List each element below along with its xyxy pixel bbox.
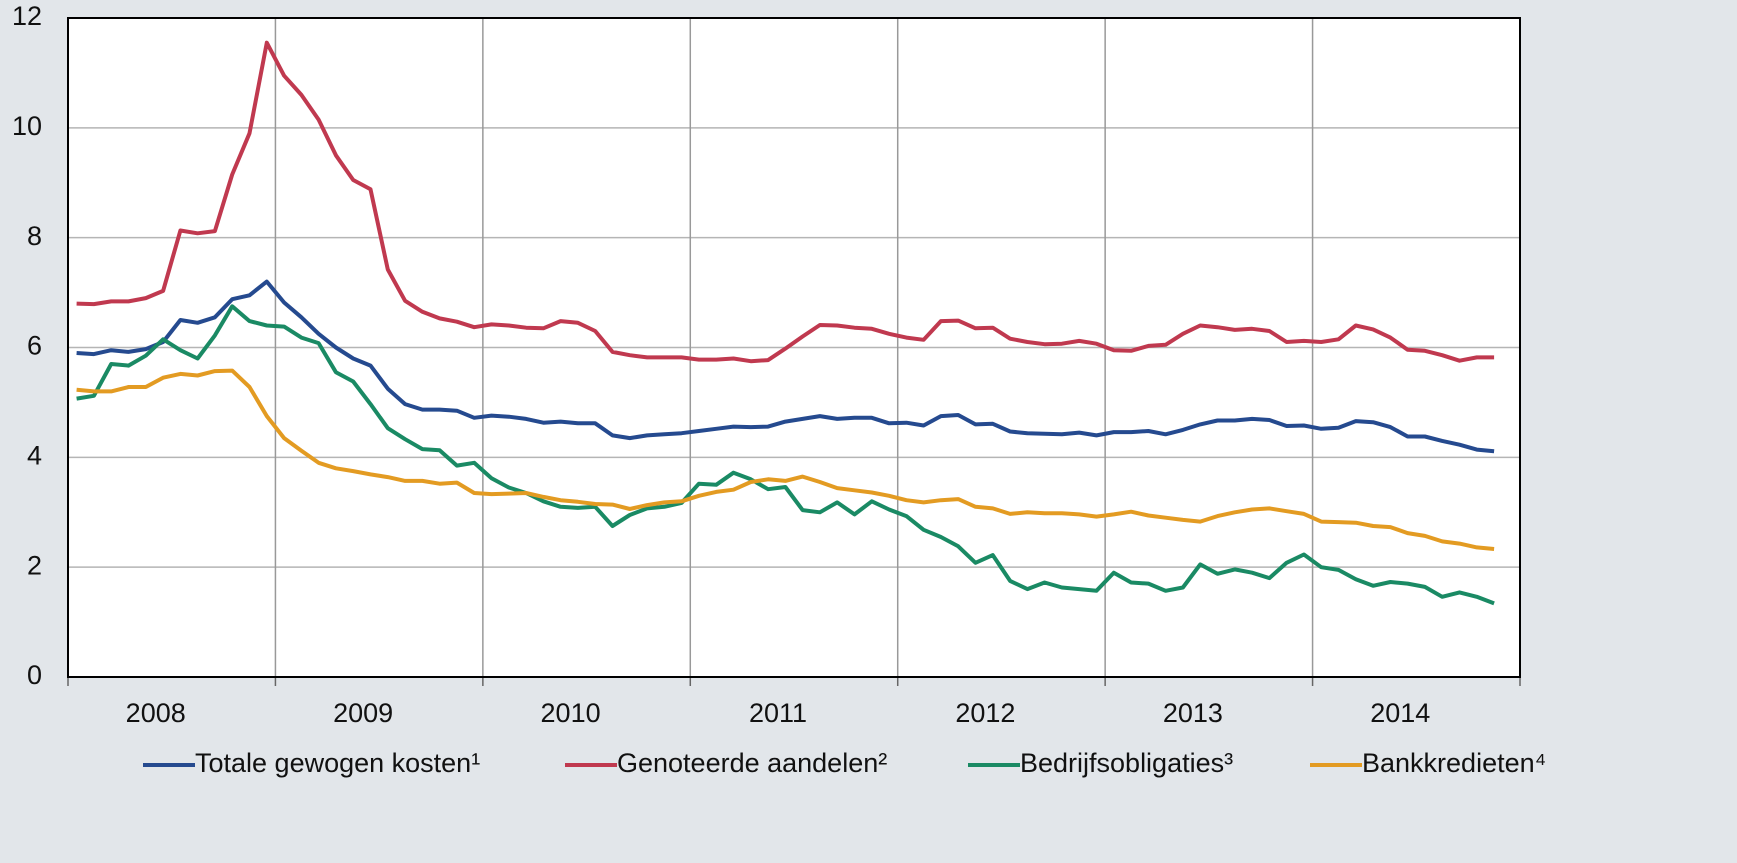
plot-border <box>67 17 1521 678</box>
series-line <box>76 279 1495 454</box>
x-tick-label: 2012 <box>955 698 1015 728</box>
x-tick-label: 2008 <box>126 698 186 728</box>
series-line <box>76 368 1495 551</box>
x-tick-label: 2011 <box>749 698 807 728</box>
legend-label: Bedrijfsobligaties³ <box>1020 748 1233 778</box>
legend-label: Bankkredieten⁴ <box>1362 748 1546 778</box>
y-tick-label: 4 <box>27 440 42 470</box>
x-tick-label: 2013 <box>1163 698 1223 728</box>
x-tick-label: 2010 <box>541 698 601 728</box>
y-tick-label: 6 <box>27 331 42 361</box>
y-tick-label: 0 <box>27 660 42 690</box>
x-tick-label: 2014 <box>1370 698 1430 728</box>
y-tick-label: 12 <box>12 1 42 31</box>
y-tick-label: 10 <box>12 111 42 141</box>
series-line <box>76 304 1495 606</box>
legend-label: Totale gewogen kosten¹ <box>195 748 480 778</box>
y-tick-label: 2 <box>27 550 42 580</box>
x-tick-label: 2009 <box>333 698 393 728</box>
series-line <box>76 40 1495 364</box>
legend-label: Genoteerde aandelen² <box>617 748 887 778</box>
y-tick-label: 8 <box>27 221 42 251</box>
